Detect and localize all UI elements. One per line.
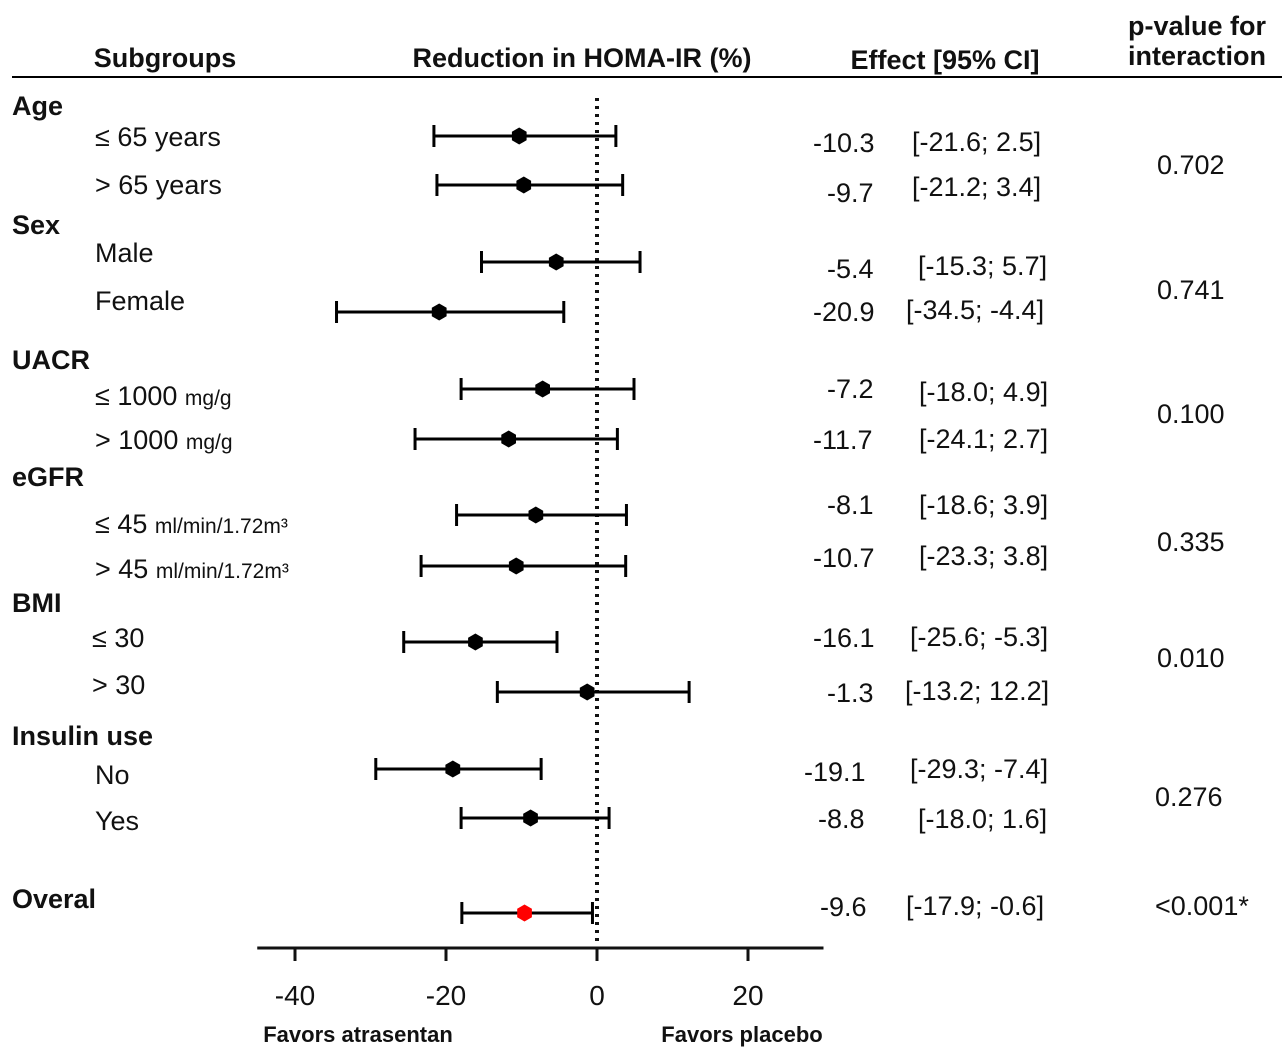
group-label-overall: Overal <box>12 884 97 914</box>
point-marker <box>579 683 595 701</box>
ci-value: [-29.3; -7.4] <box>910 754 1049 784</box>
pvalue-insulin: 0.276 <box>1155 782 1223 812</box>
effect-value: -8.8 <box>818 804 865 834</box>
point-marker <box>516 176 532 194</box>
header-effect: Effect [95% CI] <box>850 45 1040 75</box>
ci-value: [-23.3; 3.8] <box>919 541 1049 571</box>
subgroup-label: ≤ 65 years <box>95 122 221 152</box>
overall-point-marker <box>517 904 532 922</box>
ci-value: [-18.0; 1.6] <box>918 804 1048 834</box>
header-pvalue-line2: interaction <box>1127 40 1267 71</box>
point-marker <box>511 127 527 145</box>
group-label-bmi: BMI <box>12 588 62 618</box>
header-rule <box>12 76 1282 78</box>
pvalue-uacr: 0.100 <box>1157 399 1225 429</box>
favors-left-label: Favors atrasentan <box>263 1022 453 1047</box>
ci-value: [-13.2; 12.2] <box>905 676 1050 706</box>
subgroup-label: Female <box>95 286 186 316</box>
ci-value: [-24.1; 2.7] <box>919 424 1049 454</box>
header-pvalue: p-value for interaction <box>1127 11 1267 71</box>
effect-value: -16.1 <box>813 623 875 653</box>
subgroup-label: ≤ 1000 mg/g <box>95 381 232 411</box>
subgroup-label: Yes <box>95 806 140 836</box>
ci-value: [-15.3; 5.7] <box>918 251 1048 281</box>
unit-label: mg/g <box>184 387 232 410</box>
ci-value: [-34.5; -4.4] <box>906 295 1045 325</box>
ci-value: [-17.9; -0.6] <box>906 891 1045 921</box>
subgroup-label: > 45 ml/min/1.72m³ <box>95 554 289 584</box>
effect-value: -10.3 <box>813 128 875 158</box>
group-label-sex: Sex <box>12 210 61 240</box>
effect-value: -9.6 <box>820 892 867 922</box>
effect-value: -5.4 <box>827 254 874 284</box>
subgroup-label: > 65 years <box>95 170 222 200</box>
pvalue-overall: <0.001* <box>1155 891 1249 921</box>
point-marker <box>468 633 483 651</box>
x-axis-tick-label: 0 <box>589 980 605 1011</box>
group-label-uacr: UACR <box>12 345 90 375</box>
point-marker <box>431 303 447 321</box>
pvalue-egfr: 0.335 <box>1157 527 1225 557</box>
point-marker <box>528 506 544 524</box>
pvalue-age: 0.702 <box>1157 150 1225 180</box>
subgroup-label: ≤ 45 ml/min/1.72m³ <box>95 509 288 539</box>
point-marker <box>535 380 550 398</box>
point-marker <box>548 253 564 271</box>
effect-value: -19.1 <box>804 757 866 787</box>
subgroup-label: > 30 <box>92 670 146 700</box>
ci-value: [-18.0; 4.9] <box>919 377 1049 407</box>
x-axis-tick-label: -40 <box>275 980 315 1011</box>
effect-value: -11.7 <box>813 425 873 455</box>
ci-value: [-21.2; 3.4] <box>912 172 1042 202</box>
ci-value: [-21.6; 2.5] <box>912 127 1042 157</box>
x-axis-tick-label: 20 <box>732 980 763 1011</box>
subgroup-label: Male <box>95 238 154 268</box>
point-marker <box>523 809 538 827</box>
group-label-egfr: eGFR <box>12 462 85 492</box>
point-marker <box>508 557 524 575</box>
x-axis-tick-label: -20 <box>426 980 466 1011</box>
unit-label: mg/g <box>185 431 233 454</box>
effect-value: -10.7 <box>813 543 875 573</box>
subgroup-label: > 1000 mg/g <box>95 425 233 455</box>
unit-label: ml/min/1.72m³ <box>155 560 289 583</box>
pvalue-bmi: 0.010 <box>1157 643 1225 673</box>
ci-value: [-25.6; -5.3] <box>910 622 1049 652</box>
effect-value: -20.9 <box>813 297 875 327</box>
header-reduction: Reduction in HOMA-IR (%) <box>412 43 752 73</box>
point-marker <box>445 760 461 778</box>
group-label-insulin: Insulin use <box>12 721 154 751</box>
group-label-age: Age <box>12 91 64 121</box>
subgroup-label: No <box>95 760 130 790</box>
effect-value: -9.7 <box>827 178 874 208</box>
effect-value: -1.3 <box>827 678 874 708</box>
effect-value: -7.2 <box>827 374 874 404</box>
subgroup-label: ≤ 30 <box>92 623 145 653</box>
point-marker <box>501 430 516 448</box>
header-pvalue-line1: p-value for <box>1127 11 1267 41</box>
unit-label: ml/min/1.72m³ <box>154 515 288 538</box>
pvalue-sex: 0.741 <box>1157 275 1225 305</box>
favors-right-label: Favors placebo <box>661 1022 823 1047</box>
effect-value: -8.1 <box>827 490 874 520</box>
ci-value: [-18.6; 3.9] <box>919 490 1049 520</box>
header-subgroups: Subgroups <box>93 43 237 73</box>
